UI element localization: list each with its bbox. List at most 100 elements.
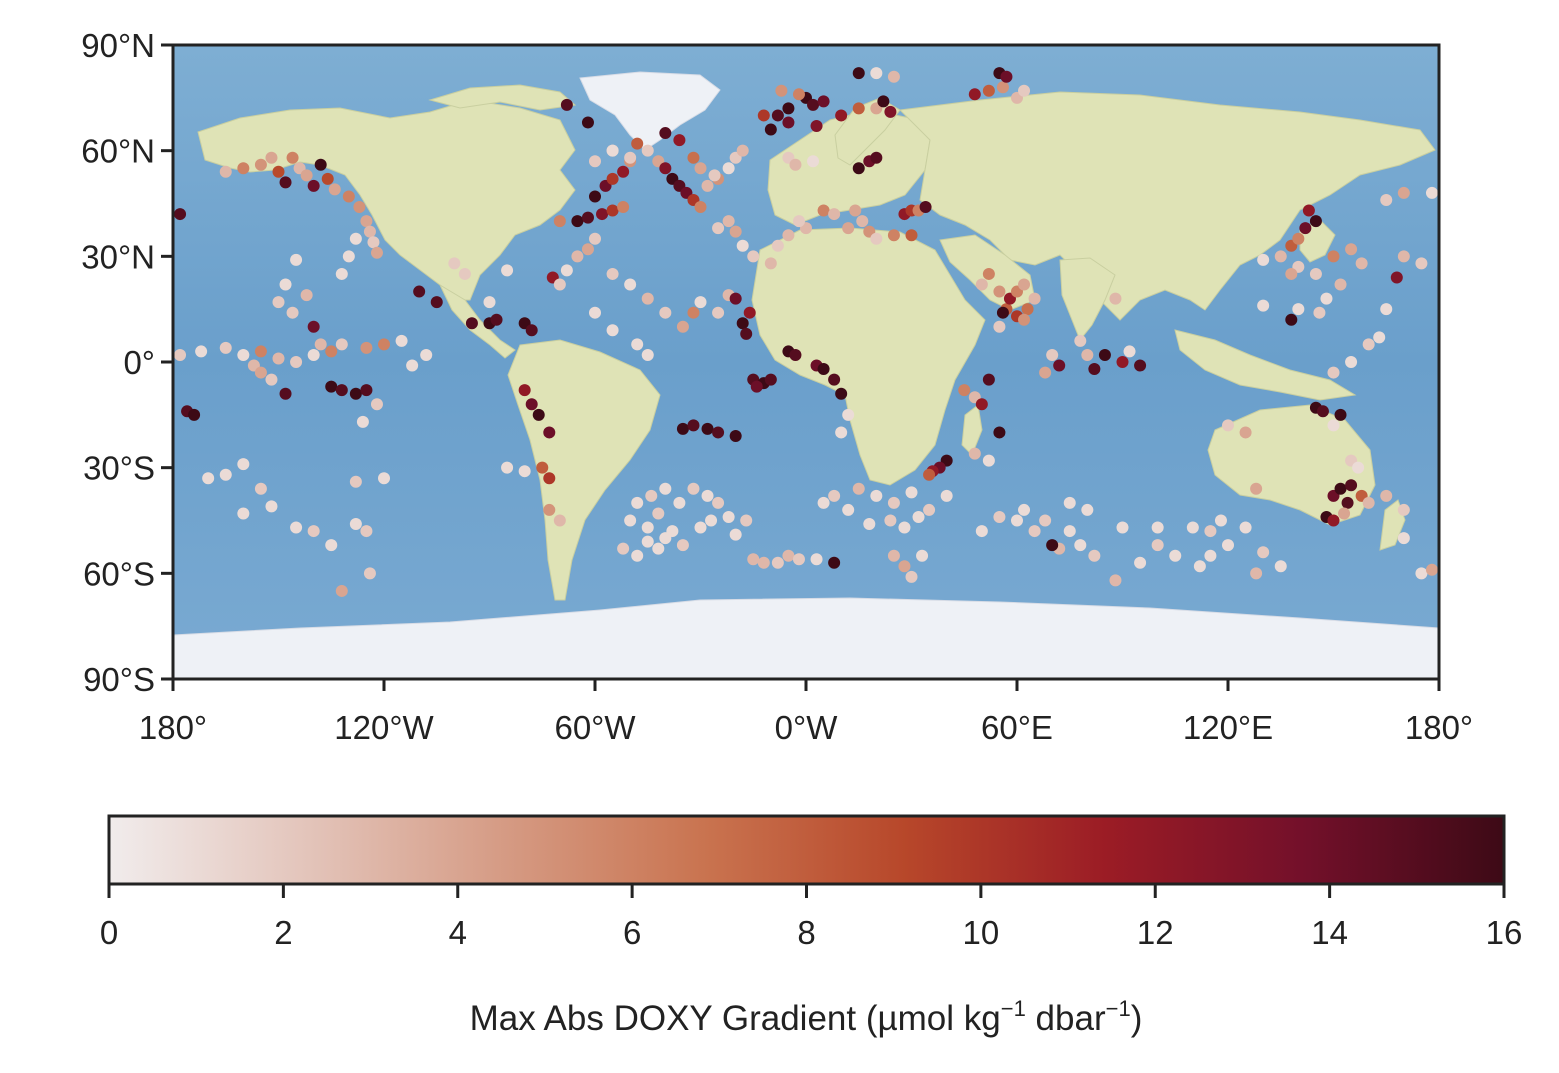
data-point (842, 222, 855, 235)
data-point (1039, 514, 1052, 527)
data-point (887, 549, 900, 562)
data-point (1063, 525, 1076, 538)
data-point (363, 225, 376, 238)
data-point (1018, 278, 1031, 291)
data-point (490, 313, 503, 326)
data-point (982, 84, 995, 97)
data-point (321, 172, 334, 185)
longitude-axis: 180° 120°W 60°W 0°W 60°E 120°E 180° (139, 679, 1473, 746)
data-point (775, 84, 788, 97)
data-point (817, 204, 830, 217)
data-point (687, 482, 700, 495)
lat-tick-label: 60°S (83, 555, 155, 592)
map-area (173, 45, 1439, 679)
lon-tick-label: 180° (139, 709, 207, 746)
data-point (1327, 250, 1340, 263)
data-point (694, 162, 707, 175)
land-antarctica (173, 597, 1439, 679)
data-point (1292, 303, 1305, 316)
data-point (905, 229, 918, 242)
data-point (659, 306, 672, 319)
data-point (1352, 461, 1365, 474)
land-arctic-islands (428, 84, 577, 111)
data-point (360, 525, 373, 538)
data-point (518, 465, 531, 478)
data-point (817, 363, 830, 376)
data-point (810, 120, 823, 133)
data-point (1299, 222, 1312, 235)
data-point (1098, 348, 1111, 361)
data-point (736, 239, 749, 252)
data-point (367, 236, 380, 249)
data-point (898, 560, 911, 573)
data-point (406, 359, 419, 372)
data-point (360, 384, 373, 397)
data-point (884, 514, 897, 527)
data-point (1109, 292, 1122, 305)
data-point (1046, 348, 1059, 361)
data-point (982, 454, 995, 467)
data-point (1345, 479, 1358, 492)
data-point (887, 229, 900, 242)
data-point (1018, 313, 1031, 326)
data-point (1397, 186, 1410, 199)
data-point (631, 549, 644, 562)
data-point (1046, 539, 1059, 552)
data-point (676, 320, 689, 333)
data-point (1039, 366, 1052, 379)
data-point (1239, 426, 1252, 439)
data-point (553, 514, 566, 527)
lat-tick-label: 60°N (81, 133, 155, 170)
data-point (852, 482, 865, 495)
data-point (828, 489, 841, 502)
data-point (1257, 299, 1270, 312)
data-point (1415, 257, 1428, 270)
data-point (370, 398, 383, 411)
data-point (1380, 489, 1393, 502)
data-point (1018, 84, 1031, 97)
data-point (975, 525, 988, 538)
colorbar-tick-label: 0 (100, 914, 118, 951)
data-point (1151, 539, 1164, 552)
data-point (1313, 306, 1326, 319)
data-point (420, 348, 433, 361)
data-point (631, 496, 644, 509)
data-point (1250, 567, 1263, 580)
data-point (617, 542, 630, 555)
data-point (300, 289, 313, 302)
data-point (1380, 193, 1393, 206)
lon-tick-label: 120°W (334, 709, 434, 746)
data-point (641, 292, 654, 305)
data-point (870, 67, 883, 80)
data-point (254, 158, 267, 171)
data-point (300, 169, 313, 182)
data-point (349, 387, 362, 400)
data-point (687, 419, 700, 432)
data-point (307, 348, 320, 361)
data-point (1320, 292, 1333, 305)
lat-tick-label: 30°N (81, 238, 155, 275)
data-point (1309, 215, 1322, 228)
data-point (1397, 532, 1410, 545)
data-point (624, 151, 637, 164)
data-point (1000, 70, 1013, 83)
data-point (237, 162, 250, 175)
data-point (335, 267, 348, 280)
data-point (1116, 356, 1129, 368)
data-point (676, 422, 689, 435)
data-point (968, 447, 981, 460)
lon-tick-label: 0°W (775, 709, 839, 746)
data-point (757, 556, 770, 569)
data-point (712, 496, 725, 509)
data-point (1088, 363, 1101, 376)
data-point (1380, 303, 1393, 316)
data-point (641, 348, 654, 361)
data-point (789, 158, 802, 171)
data-point (589, 306, 601, 319)
data-point (254, 482, 267, 495)
data-point (652, 542, 665, 555)
data-point (982, 373, 995, 386)
data-point (501, 264, 514, 277)
data-point (1327, 366, 1340, 379)
data-point (782, 549, 795, 562)
